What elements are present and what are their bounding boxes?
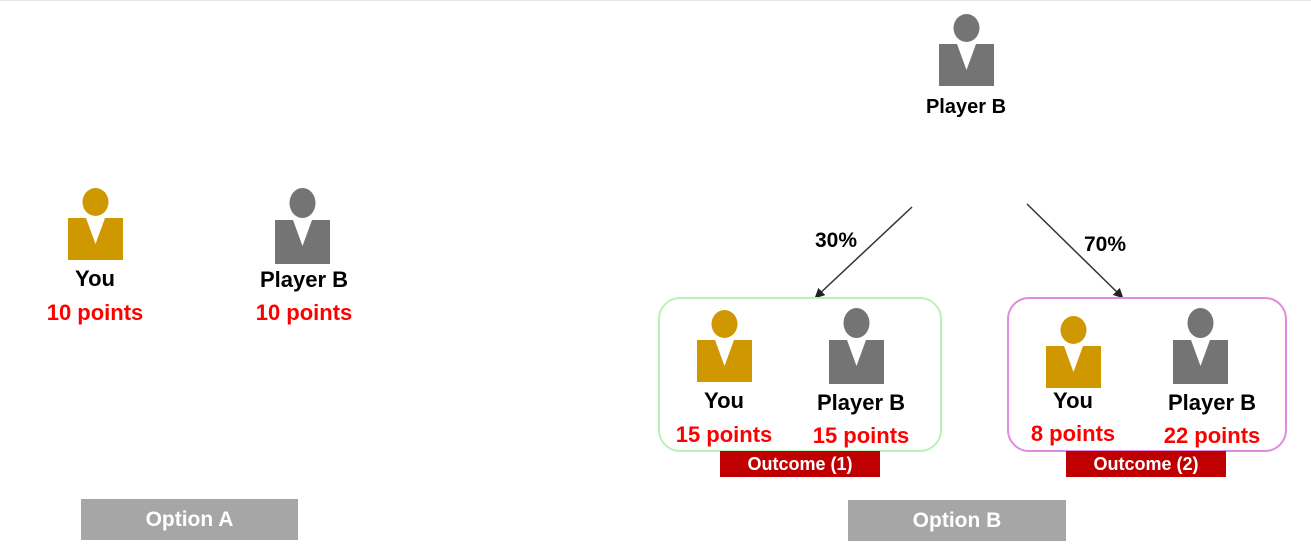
you-points-outcome-1: 15 points (675, 422, 773, 447)
outcome-2-tag: Outcome (2) (1066, 451, 1226, 477)
player-b-points-outcome-1: 15 points (812, 423, 910, 448)
player-b-points-outcome-2: 22 points (1163, 423, 1261, 448)
you-label: You (75, 266, 115, 291)
arrow-to-outcome-1 (814, 206, 913, 299)
arrow-to-outcome-2 (1026, 203, 1124, 299)
you-icon-outcome-1 (696, 310, 753, 382)
probability-outcome-2: 70% (1083, 233, 1127, 256)
option-a-button[interactable]: Option A (81, 499, 298, 540)
you-icon (67, 188, 124, 260)
you-points: 10 points (46, 300, 144, 325)
player-b-icon (274, 188, 331, 264)
player-b-top-icon (938, 14, 995, 86)
you-label-outcome-1: You (704, 388, 744, 413)
you-points-outcome-2: 8 points (1030, 421, 1116, 446)
option-b-button[interactable]: Option B (848, 500, 1066, 541)
outcome-1-tag: Outcome (1) (720, 451, 880, 477)
player-b-icon-outcome-1 (828, 308, 885, 384)
player-b-top-label: Player B (925, 96, 1007, 118)
you-icon-outcome-2 (1045, 316, 1102, 388)
player-b-label-outcome-1: Player B (816, 390, 906, 415)
probability-outcome-1: 30% (814, 229, 858, 252)
you-label-outcome-2: You (1053, 388, 1093, 413)
player-b-label: Player B (259, 267, 349, 292)
player-b-icon-outcome-2 (1172, 308, 1229, 384)
player-b-label-outcome-2: Player B (1167, 390, 1257, 415)
player-b-points: 10 points (255, 300, 353, 325)
top-divider (0, 0, 1311, 1)
